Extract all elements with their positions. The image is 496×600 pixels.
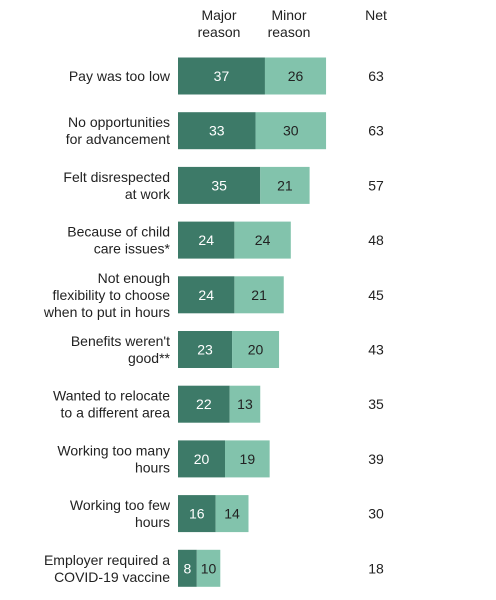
chart-row: Working too few hours 16 14 30 <box>70 495 384 533</box>
data-label-major: 24 <box>198 232 214 248</box>
data-label-minor: 14 <box>224 506 240 522</box>
column-headers: Major reason Minor reason Net <box>198 7 387 40</box>
data-label-minor: 24 <box>255 232 271 248</box>
bar-major <box>178 166 261 204</box>
data-label-minor: 30 <box>283 123 299 139</box>
data-label-major: 37 <box>214 68 230 84</box>
data-label-major: 8 <box>184 560 192 576</box>
bar-major <box>178 440 225 478</box>
net-value: 35 <box>368 396 384 412</box>
data-label-minor: 10 <box>201 560 217 576</box>
bar-major <box>178 331 233 368</box>
data-label-major: 23 <box>197 342 213 358</box>
net-value: 57 <box>368 177 384 193</box>
data-label-minor: 21 <box>277 177 293 193</box>
net-value: 30 <box>368 506 384 522</box>
net-value: 39 <box>368 451 384 467</box>
bar-minor <box>225 440 270 478</box>
bar-minor <box>234 221 291 259</box>
data-label-minor: 13 <box>237 396 253 412</box>
category-label: Working too few hours <box>70 497 171 530</box>
category-label: No opportunities for advancement <box>66 114 170 147</box>
bar-major <box>178 57 265 95</box>
header-net: Net <box>365 7 387 23</box>
chart-row: Not enough flexibility to choose when to p… <box>43 270 384 320</box>
chart-row: Benefits weren't good** 23 20 43 <box>71 331 384 368</box>
data-label-major: 22 <box>196 396 212 412</box>
data-label-minor: 19 <box>240 451 256 467</box>
chart-row: Felt disrespected at work 35 21 57 <box>63 166 384 204</box>
net-value: 45 <box>368 287 384 303</box>
data-label-major: 24 <box>198 287 214 303</box>
data-label-major: 33 <box>209 123 225 139</box>
chart-row: Because of child care issues* 24 24 48 <box>67 221 384 259</box>
chart-row: Employer required a COVID-19 vaccine 8 10 18 <box>44 549 384 587</box>
bar-minor <box>196 549 221 587</box>
bar-major <box>178 385 230 423</box>
data-label-major: 16 <box>189 506 205 522</box>
category-label: Because of child care issues* <box>67 224 170 257</box>
bar-minor <box>229 385 261 423</box>
chart-row: Wanted to relocate to a different area 22 1… <box>53 385 384 423</box>
net-value: 63 <box>368 123 384 139</box>
bar-minor <box>264 57 327 95</box>
net-value: 43 <box>368 342 384 358</box>
category-label: Working too many hours <box>57 442 170 475</box>
category-label: Wanted to relocate to a different area <box>53 388 170 421</box>
header-minor-reason: Minor reason <box>268 7 311 40</box>
data-label-minor: 26 <box>288 68 304 84</box>
chart-row: Pay was too low 37 26 63 <box>69 57 384 95</box>
category-label: Benefits weren't good** <box>71 333 171 366</box>
bar-major <box>178 276 235 314</box>
bar-minor <box>234 276 284 314</box>
category-label: Employer required a COVID-19 vaccine <box>44 552 170 585</box>
bar-major <box>178 221 235 259</box>
category-label: Felt disrespected at work <box>63 169 171 202</box>
data-label-minor: 20 <box>248 342 264 358</box>
bar-major <box>178 112 256 150</box>
chart-row: No opportunities for advancement 33 30 63 <box>66 112 384 150</box>
header-major-reason: Major reason <box>198 7 241 40</box>
net-value: 18 <box>368 560 384 576</box>
bar-minor <box>232 331 280 368</box>
net-value: 48 <box>368 232 384 248</box>
net-value: 63 <box>368 68 384 84</box>
bar-major <box>178 549 197 587</box>
category-label: Pay was too low <box>69 68 171 84</box>
bar-minor <box>260 166 310 204</box>
data-label-major: 20 <box>194 451 210 467</box>
chart-row: Working too many hours 20 19 39 <box>57 440 384 478</box>
data-label-minor: 21 <box>251 287 267 303</box>
data-label-major: 35 <box>211 177 227 193</box>
category-label: Not enough flexibility to choose when to p… <box>43 270 170 320</box>
bar-minor <box>215 495 249 533</box>
bar-minor <box>255 112 327 150</box>
bar-major <box>178 495 216 533</box>
